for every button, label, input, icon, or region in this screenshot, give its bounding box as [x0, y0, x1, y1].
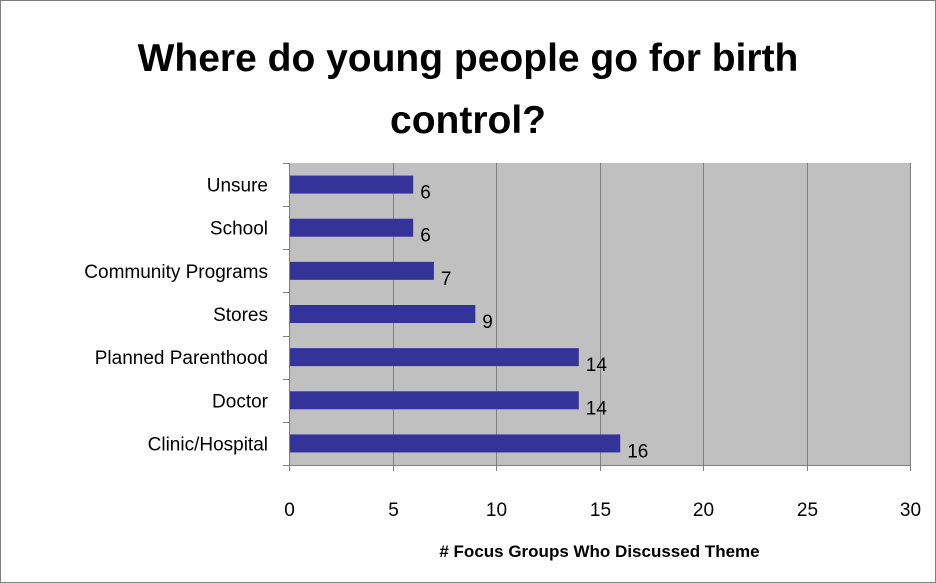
x-tick-label-0: 0 — [284, 500, 295, 521]
category-label-planned-parenthood: Planned Parenthood — [95, 348, 268, 369]
bars — [289, 175, 621, 453]
bar-school — [289, 218, 414, 237]
bar-community-programs — [289, 261, 434, 280]
chart-title-line-2: control? — [390, 99, 546, 142]
bar-stores — [289, 305, 476, 323]
bar-planned-parenthood — [289, 348, 579, 367]
data-label-planned-parenthood: 14 — [586, 355, 608, 376]
x-tick-label-25: 25 — [797, 500, 818, 521]
category-label-clinic-hospital: Clinic/Hospital — [148, 434, 268, 455]
x-tick-label-15: 15 — [590, 500, 611, 521]
category-label-school: School — [210, 219, 268, 240]
data-label-unsure: 6 — [420, 183, 431, 204]
x-tick-label-20: 20 — [693, 500, 714, 521]
x-tick-label-10: 10 — [486, 500, 507, 521]
category-label-community-programs: Community Programs — [84, 262, 268, 283]
bar-unsure — [289, 175, 414, 194]
category-label-stores: Stores — [213, 305, 268, 326]
axes — [283, 163, 911, 471]
data-label-doctor: 14 — [586, 398, 608, 419]
category-label-unsure: Unsure — [207, 176, 268, 197]
labels: 0 5 10 15 20 25 30 Unsure 6 School 6 Community Prog… — [84, 176, 921, 521]
x-tick-label-30: 30 — [900, 500, 921, 521]
x-tick-label-5: 5 — [388, 500, 399, 521]
category-label-doctor: Doctor — [212, 391, 269, 412]
chart-title: Where do young people go for birth contr… — [0, 28, 936, 152]
data-label-community-programs: 7 — [441, 269, 452, 290]
x-axis-title: # Focus Groups Who Discussed Theme — [439, 542, 759, 561]
data-label-clinic-hospital: 16 — [627, 441, 648, 462]
bar-clinic-hospital — [289, 434, 621, 453]
chart-title-line-1: Where do young people go for birth — [137, 37, 799, 80]
data-label-school: 6 — [420, 226, 431, 247]
data-label-stores: 9 — [482, 312, 493, 333]
bar-doctor — [289, 391, 579, 410]
